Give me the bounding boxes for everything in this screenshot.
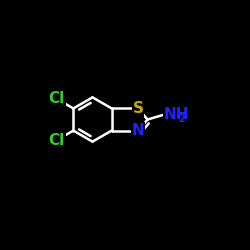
Text: 2: 2 — [178, 114, 184, 124]
Text: Cl: Cl — [48, 133, 65, 148]
Text: S: S — [132, 101, 143, 116]
Text: Cl: Cl — [48, 91, 65, 106]
Text: NH: NH — [164, 107, 190, 122]
Text: N: N — [132, 123, 144, 138]
